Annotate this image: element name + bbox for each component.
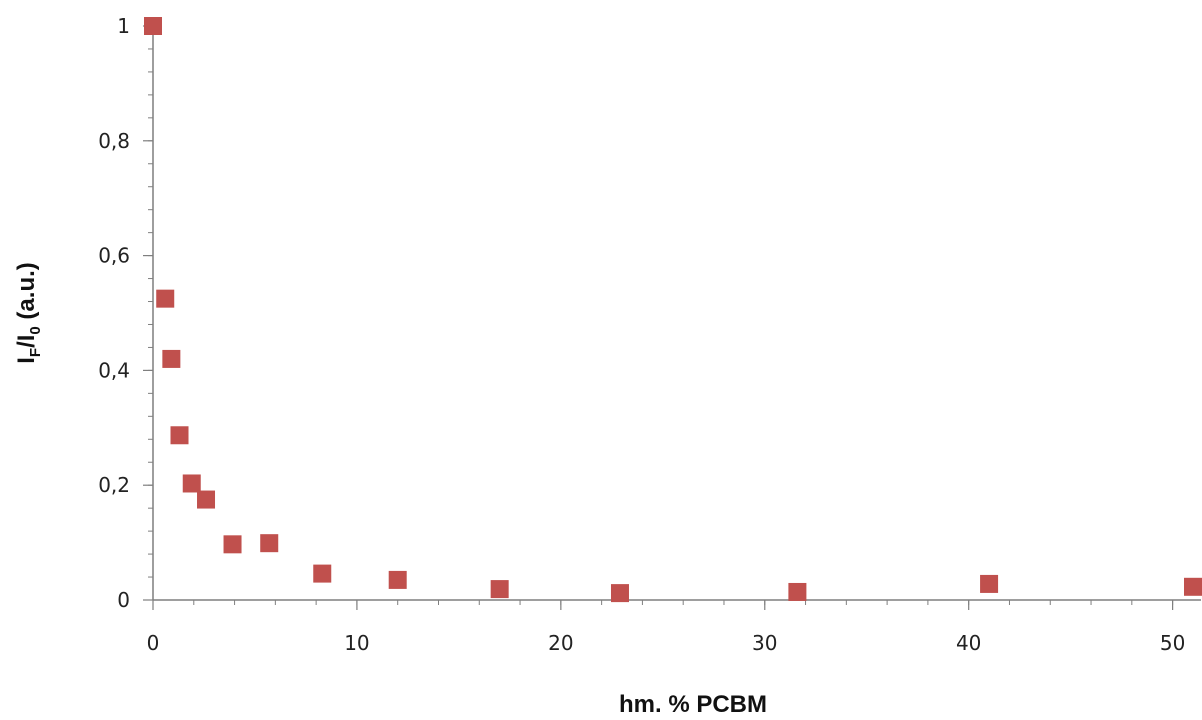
x-tick-label: 20 xyxy=(548,631,573,655)
y-axis-title-sub-f: F xyxy=(27,348,44,357)
x-tick-label: 40 xyxy=(956,631,981,655)
x-tick-label: 0 xyxy=(147,631,160,655)
y-tick-label: 0,2 xyxy=(98,473,130,497)
data-point xyxy=(980,574,999,593)
data-point xyxy=(156,289,175,308)
y-ticks: 0 0,2 0,4 0,6 0,8 1 xyxy=(98,14,153,612)
data-point xyxy=(144,17,162,35)
x-tick-label: 30 xyxy=(752,631,777,655)
x-axis-title: hm. % PCBM xyxy=(619,691,767,718)
data-point xyxy=(260,534,279,553)
y-tick-label: 0,4 xyxy=(98,358,130,382)
y-axis-title-main: I xyxy=(13,357,40,364)
x-tick-label: 10 xyxy=(344,631,369,655)
y-axis-title-slash: /I xyxy=(13,335,40,348)
data-point xyxy=(170,426,189,445)
data-point xyxy=(182,474,201,493)
y-axis-title-tail: (a.u.) xyxy=(13,262,40,326)
axes: 0 10 20 30 40 50 0 0,2 0,4 0,6 0,8 1 xyxy=(98,14,1201,655)
y-tick-label: 0,8 xyxy=(98,129,130,153)
x-ticks: 0 10 20 30 40 50 xyxy=(147,600,1185,655)
data-point xyxy=(313,564,332,583)
x-tick-label: 50 xyxy=(1160,631,1185,655)
y-axis-title: IF/I0 (a.u.) xyxy=(13,262,44,364)
y-axis-title-sub-0: 0 xyxy=(27,326,44,334)
data-points xyxy=(144,17,1202,603)
y-tick-label: 0,6 xyxy=(98,244,130,268)
data-point xyxy=(788,582,807,601)
y-tick-label: 1 xyxy=(117,14,130,38)
data-point xyxy=(610,584,629,603)
y-tick-label: 0 xyxy=(117,588,130,612)
data-point xyxy=(1184,577,1202,596)
data-point xyxy=(197,490,216,509)
data-point xyxy=(223,535,242,554)
data-point xyxy=(490,580,509,599)
data-point xyxy=(388,570,407,589)
data-point xyxy=(162,349,181,368)
